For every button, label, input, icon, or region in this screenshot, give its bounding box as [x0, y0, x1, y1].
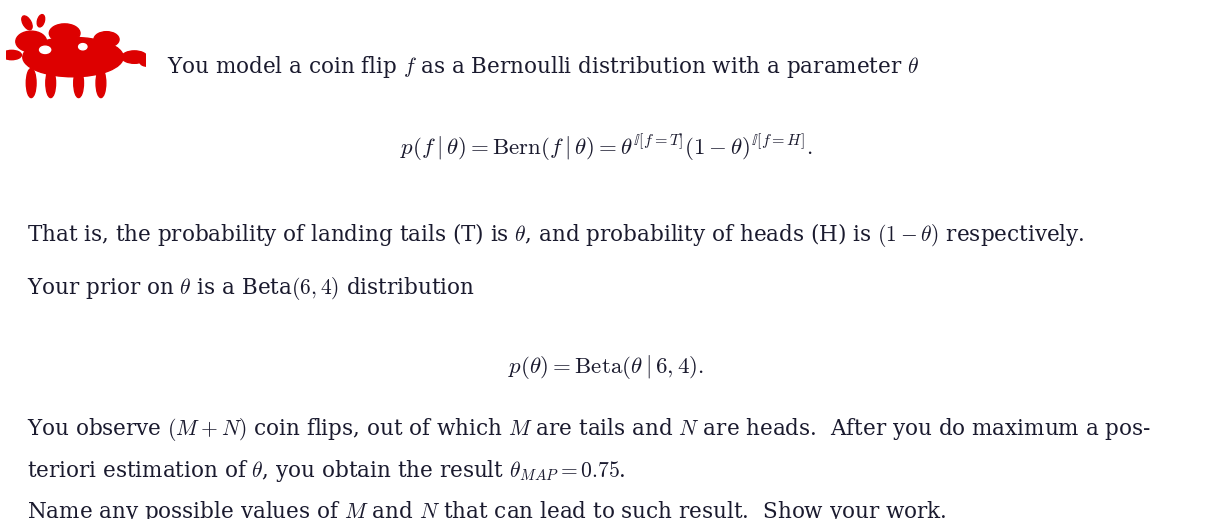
Ellipse shape: [16, 31, 46, 52]
Ellipse shape: [38, 15, 45, 27]
Ellipse shape: [74, 69, 84, 98]
Ellipse shape: [23, 37, 124, 77]
Text: Your prior on $\theta$ is a Beta$(6, 4)$ distribution: Your prior on $\theta$ is a Beta$(6, 4)$…: [27, 275, 474, 302]
Ellipse shape: [93, 32, 119, 47]
Ellipse shape: [2, 50, 22, 60]
Ellipse shape: [46, 69, 56, 98]
Ellipse shape: [139, 58, 156, 66]
Ellipse shape: [96, 69, 106, 98]
Text: $p(f \mid \theta) = \mathrm{Bern}(f \mid \theta) = \theta^{\mathbb{I}[f=T]}(1 - : $p(f \mid \theta) = \mathrm{Bern}(f \mid…: [400, 132, 813, 163]
Text: Name any possible values of $M$ and $N$ that can lead to such result.  Show your: Name any possible values of $M$ and $N$ …: [27, 499, 946, 519]
Ellipse shape: [40, 46, 51, 53]
Ellipse shape: [50, 24, 80, 43]
Ellipse shape: [27, 69, 36, 98]
Ellipse shape: [22, 16, 33, 30]
Text: You model a coin flip $f$ as a Bernoulli distribution with a parameter $\theta$: You model a coin flip $f$ as a Bernoulli…: [167, 54, 919, 80]
Text: That is, the probability of landing tails (T) is $\theta$, and probability of he: That is, the probability of landing tail…: [27, 221, 1084, 249]
Text: You observe $(M + N)$ coin flips, out of which $M$ are tails and $N$ are heads. : You observe $(M + N)$ coin flips, out of…: [27, 416, 1151, 443]
Text: $p(\theta) = \mathrm{Beta}(\theta \mid 6, 4).$: $p(\theta) = \mathrm{Beta}(\theta \mid 6…: [508, 353, 705, 381]
Text: teriori estimation of $\theta$, you obtain the result $\theta_{MAP} = 0.75$.: teriori estimation of $\theta$, you obta…: [27, 458, 626, 484]
Ellipse shape: [79, 44, 87, 50]
Ellipse shape: [121, 51, 147, 63]
